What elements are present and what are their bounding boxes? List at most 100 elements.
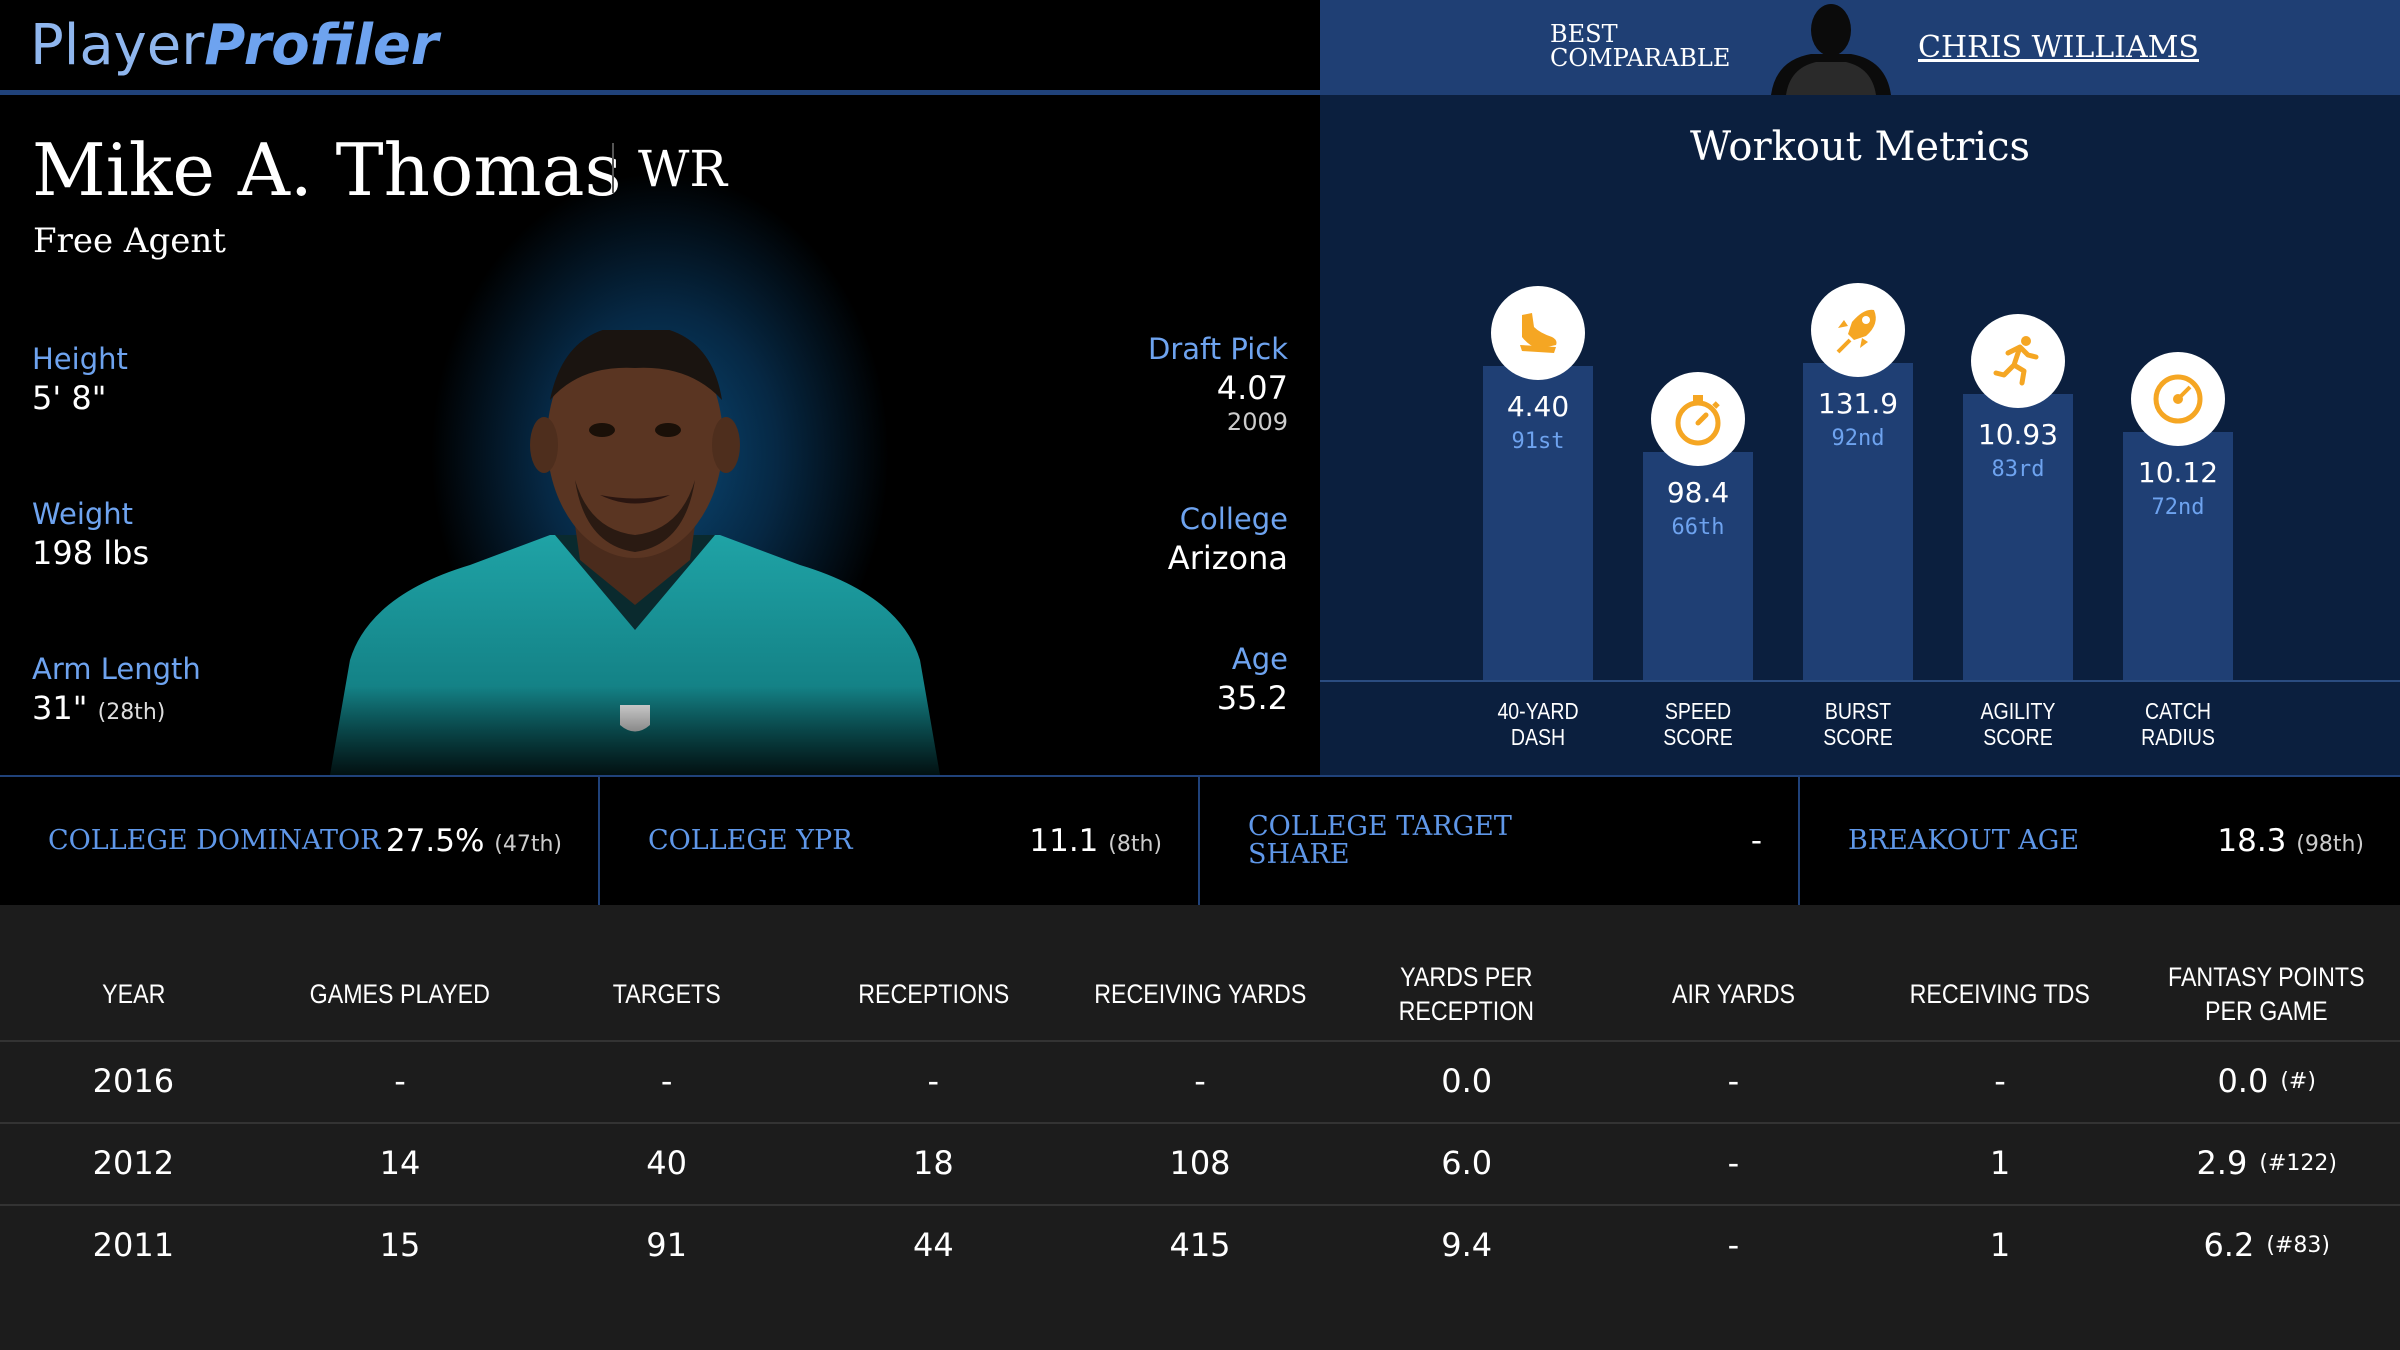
metric-rank: 83rd	[1991, 457, 2045, 482]
arm-length-rank: (28th)	[97, 700, 166, 725]
height-stat: Height 5' 8"	[32, 340, 128, 418]
college-stat-label: BREAKOUT AGE	[1848, 825, 2080, 856]
stopwatch-icon	[1651, 372, 1745, 466]
metric-name: BURST SCORE	[1823, 698, 1893, 750]
table-cell: -	[394, 1062, 406, 1100]
name-divider	[612, 143, 614, 193]
table-cell: -	[1994, 1062, 2006, 1100]
rocket-icon	[1811, 283, 1905, 377]
college-stat-label: COLLEGE YPR	[648, 825, 853, 856]
row-divider	[0, 1040, 2400, 1042]
comparable-player-link[interactable]: CHRIS WILLIAMS	[1918, 30, 2199, 65]
weight-label: Weight	[32, 497, 134, 531]
draft-pick-value: 4.07	[1216, 369, 1288, 407]
header-divider	[0, 90, 1320, 95]
column-header[interactable]: RECEPTIONS	[857, 979, 1009, 1009]
arm-length-stat: Arm Length 31" (28th)	[32, 650, 201, 733]
row-divider	[0, 1122, 2400, 1124]
player-card: Mike A. Thomas WR Free Agent Height 5' 8…	[0, 95, 1320, 775]
site-header: PlayerProfiler	[0, 0, 1320, 92]
table-cell: 1	[1989, 1144, 2011, 1182]
metric-value: 4.40	[1506, 390, 1570, 423]
age-stat: Age 35.2	[1217, 640, 1288, 718]
metric-bar-burst: 131.9 92nd	[1803, 363, 1913, 680]
metric-value: 10.93	[1977, 418, 2059, 451]
metric-value: 10.12	[2137, 456, 2219, 489]
table-cell: 91	[646, 1226, 688, 1264]
table-cell: 2012	[92, 1144, 175, 1182]
metric-rank: 72nd	[2151, 495, 2205, 520]
college-stat-cell: COLLEGE YPR 11.1 (8th)	[600, 777, 1200, 905]
metrics-baseline	[1320, 680, 2400, 682]
table-cell: 6.0	[1441, 1144, 1493, 1182]
player-name: Mike A. Thomas	[32, 128, 622, 212]
height-label: Height	[32, 342, 128, 376]
table-cell: -	[1194, 1062, 1206, 1100]
runner-icon	[1971, 314, 2065, 408]
table-cell: -	[1727, 1062, 1740, 1100]
table-cell: 415	[1169, 1226, 1231, 1264]
arm-length-label: Arm Length	[32, 652, 201, 686]
draft-year: 2009	[1226, 408, 1288, 436]
column-header[interactable]: RECEIVING YARDS	[1093, 979, 1307, 1009]
age-value: 35.2	[1216, 679, 1288, 717]
metric-rank: 91st	[1511, 429, 1565, 454]
college-stat: College Arizona	[1168, 500, 1288, 578]
row-divider	[0, 1204, 2400, 1206]
shoe-icon	[1491, 286, 1585, 380]
college-stats-strip: COLLEGE DOMINATOR 27.5% (47th) COLLEGE YPR…	[0, 775, 2400, 905]
workout-metrics-title: Workout Metrics	[1689, 124, 2031, 170]
player-photo	[330, 330, 940, 775]
table-cell: 14	[379, 1144, 421, 1182]
table-cell: -	[660, 1062, 673, 1100]
college-label: College	[1179, 502, 1288, 536]
arm-length-value: 31" (28th)	[32, 689, 166, 727]
best-comparable-label: BEST COMPARABLE	[1550, 20, 1731, 72]
table-cell: 40	[646, 1144, 688, 1182]
metric-bar-speed: 98.4 66th	[1643, 452, 1753, 680]
college-value: Arizona	[1167, 539, 1288, 577]
table-cell: 0.0 (#)	[2217, 1062, 2316, 1100]
site-logo[interactable]: PlayerProfiler	[30, 13, 439, 78]
college-stat-rank: (8th)	[1108, 832, 1162, 857]
college-stat-cell: COLLEGE TARGET SHARE -	[1200, 777, 1800, 905]
best-comparable-bar: BEST COMPARABLE CHRIS WILLIAMS	[1320, 0, 2400, 95]
metric-name: CATCH RADIUS	[2141, 698, 2215, 750]
column-header[interactable]: TARGETS	[612, 979, 721, 1009]
college-stat-value: -	[1750, 823, 1762, 859]
column-header[interactable]: AIR YARDS	[1671, 979, 1795, 1009]
table-cell: -	[1727, 1144, 1740, 1182]
column-header[interactable]: FANTASY POINTS PER GAME	[2168, 962, 2365, 1026]
college-stat-cell: BREAKOUT AGE 18.3 (98th)	[1800, 777, 2400, 905]
player-team: Free Agent	[33, 221, 226, 261]
metric-rank: 66th	[1671, 515, 1725, 540]
table-cell: 108	[1169, 1144, 1231, 1182]
column-header[interactable]: YARDS PER RECEPTION	[1398, 962, 1535, 1026]
draft-pick-stat: Draft Pick 4.07 2009	[1148, 330, 1288, 436]
college-stat-cell: COLLEGE DOMINATOR 27.5% (47th)	[0, 777, 600, 905]
column-header[interactable]: GAMES PLAYED	[309, 979, 491, 1009]
table-cell: 2.9 (#122)	[2196, 1144, 2337, 1182]
college-stat-value: 27.5% (47th)	[385, 823, 562, 859]
college-stat-rank: (98th)	[2296, 832, 2364, 857]
metric-bar-agility: 10.93 83rd	[1963, 394, 2073, 680]
metric-rank: 92nd	[1831, 426, 1885, 451]
metric-value: 98.4	[1666, 476, 1730, 509]
college-stat-value: 18.3 (98th)	[2217, 823, 2364, 859]
metric-bar-40-yard: 4.40 91st	[1483, 366, 1593, 680]
college-stat-value: 11.1 (8th)	[1029, 823, 1162, 859]
table-cell: 9.4	[1441, 1226, 1493, 1264]
weight-value: 198 lbs	[32, 534, 150, 572]
metric-name: AGILITY SCORE	[1980, 698, 2056, 750]
column-header[interactable]: YEAR	[101, 979, 165, 1009]
table-cell: 18	[912, 1144, 954, 1182]
table-cell: 2016	[92, 1062, 175, 1100]
comparable-avatar-icon	[1771, 4, 1891, 95]
age-label: Age	[1231, 642, 1288, 676]
workout-metrics-panel: Workout Metrics 4.40 91st 40-YARD DASH 98.4 6…	[1320, 95, 2400, 775]
metric-bar-catch: 10.12 72nd	[2123, 432, 2233, 680]
fantasy-rank: (#122)	[2259, 1150, 2337, 1176]
table-cell: 0.0	[1441, 1062, 1493, 1100]
column-header[interactable]: RECEIVING TDS	[1909, 979, 2091, 1009]
table-cell: 6.2 (#83)	[2203, 1226, 2330, 1264]
